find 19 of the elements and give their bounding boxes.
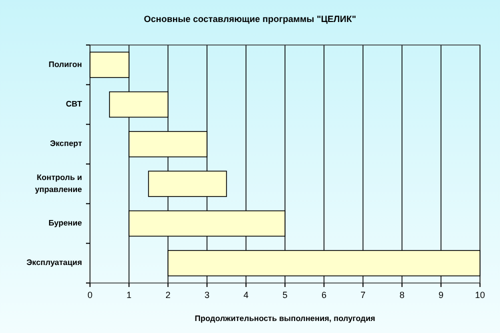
x-tick-label: 8 — [399, 290, 405, 300]
x-tick-label: 2 — [165, 290, 171, 300]
y-tick-label: Эксперт — [50, 139, 82, 148]
chart-title: Основные составляющие программы "ЦЕЛИК" — [144, 14, 356, 24]
y-tick-label: Бурение — [48, 218, 83, 228]
x-tick-label: 1 — [126, 290, 132, 300]
x-tick-label: 6 — [321, 290, 327, 300]
y-tick-label: Контроль и управление — [34, 172, 83, 194]
y-tick-label: Эксплуатация — [26, 258, 82, 268]
x-tick-label: 3 — [204, 290, 210, 300]
x-tick-label: 4 — [243, 290, 249, 300]
x-axis-title: Продолжительность выполнения, полугодия — [194, 314, 376, 323]
y-tick-label: Полигон — [48, 60, 82, 69]
x-tick-label: 10 — [474, 290, 486, 300]
y-tick-label: СВТ — [66, 100, 82, 109]
x-tick-label: 7 — [360, 290, 366, 300]
x-tick-label: 9 — [438, 290, 444, 300]
x-tick-label: 5 — [282, 290, 288, 300]
x-tick-label: 0 — [87, 290, 93, 300]
